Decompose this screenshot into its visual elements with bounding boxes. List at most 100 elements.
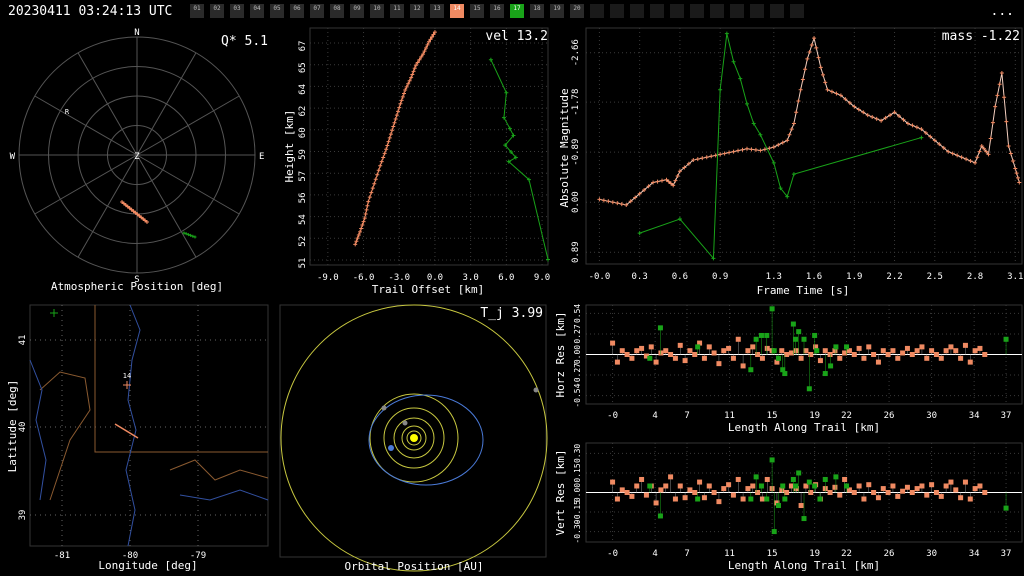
magnitude-xtick: 2.5 — [927, 272, 943, 282]
camera-11[interactable]: 11 — [390, 4, 404, 18]
magnitude-point — [673, 178, 678, 183]
magnitude-point — [1015, 175, 1020, 180]
camera-slot-21[interactable] — [610, 4, 624, 18]
magnitude-xtick: 2.2 — [886, 272, 902, 282]
magnitude-point — [990, 120, 995, 125]
horz-res-green-point — [769, 306, 775, 312]
vert-res-ytick: 0.30 — [573, 444, 582, 463]
horz-res-orange-point — [909, 352, 915, 357]
camera-17[interactable]: 17 — [510, 4, 524, 18]
vert-res-orange-point — [958, 495, 964, 501]
height-point — [402, 91, 407, 96]
camera-20[interactable]: 20 — [570, 4, 584, 18]
camera-08[interactable]: 08 — [330, 4, 344, 18]
menu-button[interactable]: ... — [990, 4, 1014, 19]
orbit-planet-0 — [369, 393, 459, 483]
vert-res-xtick: 4 — [652, 549, 657, 559]
horz-res-orange-point — [740, 363, 746, 369]
polar-spoke — [136, 52, 197, 156]
camera-05[interactable]: 05 — [270, 4, 284, 18]
horz-res-orange-point — [745, 348, 751, 354]
height-point — [488, 57, 493, 62]
height-point — [398, 101, 403, 106]
vert-res-orange-point — [755, 490, 761, 495]
magnitude-point — [686, 161, 691, 166]
camera-slot-28[interactable] — [750, 4, 764, 18]
horz-res-orange-point — [663, 348, 669, 354]
camera-01[interactable]: 01 — [190, 4, 204, 18]
camera-slot-25[interactable] — [690, 4, 704, 18]
magnitude-point — [910, 123, 915, 128]
camera-03[interactable]: 03 — [230, 4, 244, 18]
magnitude-ytick: -0.89 — [571, 139, 581, 166]
magnitude-point — [919, 127, 924, 132]
vert-res-green-point — [775, 503, 781, 509]
camera-09[interactable]: 09 — [350, 4, 364, 18]
magnitude-point — [780, 140, 785, 145]
magnitude-xtick: 1.9 — [846, 272, 862, 282]
vert-res-orange-point — [629, 493, 635, 499]
camera-16[interactable]: 16 — [490, 4, 504, 18]
map-station-label: 14 — [123, 372, 131, 380]
camera-07[interactable]: 07 — [310, 4, 324, 18]
camera-13[interactable]: 13 — [430, 4, 444, 18]
magnitude-xtick: 0.9 — [712, 272, 728, 282]
camera-12[interactable]: 12 — [410, 4, 424, 18]
height-point — [507, 126, 512, 131]
vert-res-orange-point — [653, 500, 659, 506]
magnitude-point — [838, 93, 843, 98]
height-point — [503, 143, 508, 148]
vert-res-orange-point — [803, 483, 809, 489]
vert-res-orange-point — [861, 496, 867, 502]
horz-res-green-point — [833, 344, 839, 350]
atm-green-point — [186, 233, 190, 237]
horz-res-orange-point — [914, 348, 920, 354]
orbit-planet-4 — [406, 430, 422, 446]
height-point — [413, 63, 418, 68]
horz-res-green-point — [828, 363, 834, 369]
height-point — [360, 223, 365, 228]
magnitude-point — [731, 149, 736, 154]
vert-res-orange-point — [962, 479, 968, 485]
height-point — [404, 84, 409, 89]
camera-slot-23[interactable] — [650, 4, 664, 18]
height-point — [388, 132, 393, 137]
magnitude-point — [785, 138, 790, 143]
camera-04[interactable]: 04 — [250, 4, 264, 18]
magnitude-point — [865, 113, 870, 118]
magnitude-point — [919, 135, 924, 140]
camera-19[interactable]: 19 — [550, 4, 564, 18]
height-point — [546, 257, 550, 262]
vert-res-ylabel: Vert Res [km] — [554, 449, 567, 535]
height-point — [409, 75, 414, 80]
horz-res-orange-point — [624, 352, 630, 357]
camera-14[interactable]: 14 — [450, 4, 464, 18]
magnitude-point — [950, 151, 955, 156]
magnitude-xtick: 0.3 — [632, 272, 648, 282]
magnitude-point — [812, 36, 817, 41]
magnitude-point — [796, 99, 801, 104]
compass-zenith: Z — [134, 152, 140, 162]
camera-18[interactable]: 18 — [530, 4, 544, 18]
camera-10[interactable]: 10 — [370, 4, 384, 18]
camera-slot-22[interactable] — [630, 4, 644, 18]
camera-02[interactable]: 02 — [210, 4, 224, 18]
camera-slot-26[interactable] — [710, 4, 724, 18]
camera-strip[interactable]: 01 02 03 04 05 06 07 08 09 10 11 12 13 14 15 16 17 18 19 20 — [190, 4, 804, 18]
horz-res-orange-point — [774, 359, 780, 365]
orbit-planet-3 — [401, 425, 427, 451]
camera-slot-30[interactable] — [790, 4, 804, 18]
horz-res-green-point — [695, 344, 701, 350]
vert-res-orange-point — [842, 476, 848, 482]
vert-res-xtick: 7 — [684, 549, 689, 559]
camera-slot-24[interactable] — [670, 4, 684, 18]
camera-slot-20[interactable] — [590, 4, 604, 18]
camera-06[interactable]: 06 — [290, 4, 304, 18]
camera-slot-29[interactable] — [770, 4, 784, 18]
vert-res-green-point — [822, 476, 828, 482]
vert-res-orange-point — [837, 492, 843, 498]
camera-15[interactable]: 15 — [470, 4, 484, 18]
magnitude-point — [1014, 171, 1019, 176]
vert-res-green-point — [833, 474, 839, 480]
camera-slot-27[interactable] — [730, 4, 744, 18]
